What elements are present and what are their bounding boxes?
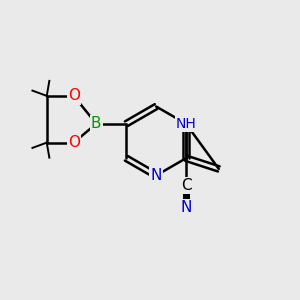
Text: N: N xyxy=(180,200,192,215)
Text: O: O xyxy=(68,135,80,150)
Text: N: N xyxy=(150,168,162,183)
Text: NH: NH xyxy=(176,117,197,131)
Text: C: C xyxy=(181,178,191,193)
Text: B: B xyxy=(91,116,101,131)
Text: O: O xyxy=(68,88,80,104)
